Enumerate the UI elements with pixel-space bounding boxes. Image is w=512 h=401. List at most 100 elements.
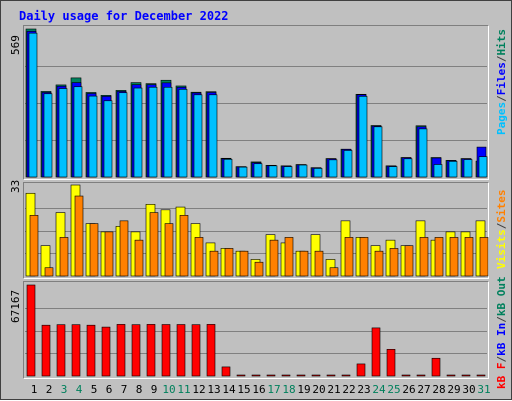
x-tick-label-24: 24	[372, 383, 386, 396]
pages-bar-17	[268, 165, 278, 178]
chart-title: Daily usage for December 2022	[19, 9, 229, 23]
kbf-bar-1	[26, 284, 36, 377]
x-tick-label-13: 13	[207, 383, 220, 396]
x-tick-label-23: 23	[357, 383, 370, 396]
sites-bar-18	[284, 237, 294, 277]
pages-bar-5	[88, 95, 98, 178]
sites-bar-4	[74, 195, 84, 277]
sites-bar-24	[374, 250, 384, 277]
pages-bar-18	[283, 166, 293, 178]
pages-bar-4	[73, 86, 83, 178]
sites-bar-7	[119, 220, 129, 277]
x-tick-label-22: 22	[342, 383, 355, 396]
pages-bar-27	[418, 128, 428, 178]
pages-bar-23	[358, 96, 368, 178]
sites-bar-3	[59, 237, 69, 277]
kbf-bar-26	[401, 374, 411, 377]
sites-bar-17	[269, 239, 279, 277]
pages-bar-24	[373, 126, 383, 178]
sites-bar-12	[194, 237, 204, 277]
kbf-bar-14	[221, 366, 231, 377]
x-tick-label-31: 31	[477, 383, 490, 396]
pages-bar-22	[343, 150, 353, 178]
pages-bar-3	[58, 88, 68, 178]
pages-bar-26	[403, 158, 413, 178]
x-tick-label-16: 16	[252, 383, 265, 396]
sites-bar-19	[299, 250, 309, 277]
pages-bar-11	[178, 89, 188, 178]
pages-bar-28	[433, 164, 443, 178]
kbf-bar-2	[41, 324, 51, 377]
kbf-bar-16	[251, 374, 261, 377]
kbf-bar-4	[71, 324, 81, 377]
x-tick-label-6: 6	[106, 383, 113, 396]
sites-bar-6	[104, 231, 114, 277]
sites-bar-31	[479, 237, 489, 277]
sites-bar-14	[224, 248, 234, 277]
kbf-bar-9	[146, 324, 156, 377]
kbf-bar-3	[56, 324, 66, 377]
pages-bar-15	[238, 166, 248, 178]
kbf-bar-11	[176, 324, 186, 377]
kbf-bar-25	[386, 349, 396, 377]
sites-bar-2	[44, 267, 54, 277]
x-tick-label-5: 5	[91, 383, 98, 396]
kbf-bar-6	[101, 326, 111, 377]
pages-bar-20	[313, 168, 323, 178]
kbf-bar-15	[236, 374, 246, 377]
sites-bar-30	[464, 237, 474, 277]
sites-bar-1	[29, 215, 39, 277]
x-tick-label-25: 25	[387, 383, 400, 396]
sites-bar-15	[239, 250, 249, 277]
hits-panel	[23, 25, 489, 180]
sites-bar-5	[89, 223, 99, 277]
kbf-bar-18	[281, 374, 291, 377]
pages-bar-21	[328, 159, 338, 178]
x-tick-label-28: 28	[432, 383, 445, 396]
sites-bar-25	[389, 248, 399, 277]
sites-bar-28	[434, 237, 444, 277]
x-tick-label-30: 30	[462, 383, 475, 396]
kbf-bar-31	[476, 374, 486, 377]
kbf-bar-27	[416, 374, 426, 377]
x-tick-label-18: 18	[282, 383, 295, 396]
x-tick-label-3: 3	[61, 383, 68, 396]
x-tick-label-19: 19	[297, 383, 310, 396]
sites-bar-26	[404, 245, 414, 277]
x-tick-label-27: 27	[417, 383, 430, 396]
x-tick-label-8: 8	[136, 383, 143, 396]
pages-bar-19	[298, 164, 308, 178]
kbf-bar-28	[431, 357, 441, 377]
x-tick-label-11: 11	[177, 383, 190, 396]
pages-bar-16	[253, 163, 263, 178]
x-tick-label-7: 7	[121, 383, 128, 396]
x-tick-label-20: 20	[312, 383, 325, 396]
pages-bar-29	[448, 161, 458, 178]
x-tick-label-4: 4	[76, 383, 83, 396]
pages-bar-10	[163, 86, 173, 178]
sites-bar-16	[254, 261, 264, 277]
kbf-bar-24	[371, 327, 381, 377]
sites-bar-23	[359, 237, 369, 277]
pages-bar-8	[133, 87, 143, 178]
x-tick-label-17: 17	[267, 383, 280, 396]
kbf-bar-8	[131, 324, 141, 377]
kbf-bar-17	[266, 374, 276, 377]
x-tick-label-9: 9	[151, 383, 158, 396]
pages-bar-2	[43, 93, 53, 178]
sites-bar-29	[449, 237, 459, 277]
x-tick-label-15: 15	[237, 383, 250, 396]
pages-bar-1	[28, 32, 38, 178]
pages-bar-13	[208, 94, 218, 178]
kbf-bar-20	[311, 374, 321, 377]
x-tick-label-2: 2	[46, 383, 53, 396]
sites-bar-27	[419, 237, 429, 277]
sites-bar-13	[209, 250, 219, 277]
kbf-bar-29	[446, 374, 456, 377]
x-tick-label-12: 12	[192, 383, 205, 396]
kbf-bar-22	[341, 374, 351, 377]
pages-bar-30	[463, 159, 473, 178]
kbf-bar-12	[191, 324, 201, 377]
kbf-bar-13	[206, 324, 216, 377]
